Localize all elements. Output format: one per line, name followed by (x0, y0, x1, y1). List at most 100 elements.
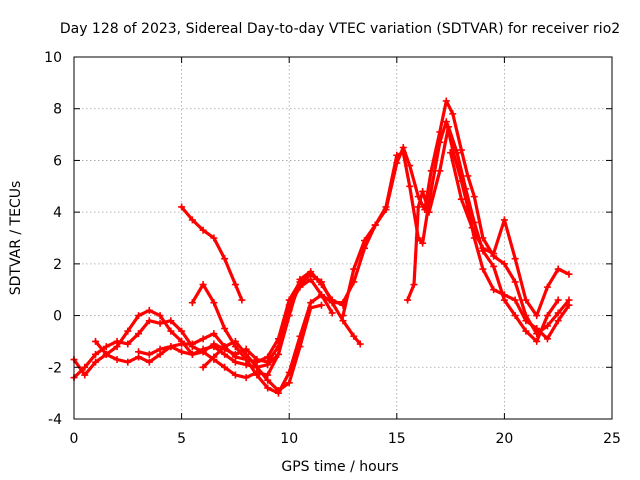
data-point-marker (457, 195, 465, 203)
data-point-marker (554, 309, 562, 317)
data-point-marker (135, 348, 143, 356)
data-point-marker (124, 358, 132, 366)
x-tick-label: 0 (70, 431, 79, 447)
data-point-marker (361, 237, 369, 245)
data-point-marker (442, 97, 450, 105)
data-point-marker (436, 167, 444, 175)
data-point-marker (124, 340, 132, 348)
y-tick-label: -4 (48, 412, 62, 428)
data-point-marker (124, 327, 132, 335)
data-point-marker (457, 146, 465, 154)
data-point-marker (178, 348, 186, 356)
data-point-marker (210, 299, 218, 307)
data-point-marker (145, 358, 153, 366)
data-point-marker (199, 348, 207, 356)
data-point-marker (296, 283, 304, 291)
data-point-marker (444, 123, 452, 131)
data-point-marker (81, 363, 89, 371)
data-point-marker (533, 312, 541, 320)
data-point-marker (210, 234, 218, 242)
data-point-marker (145, 350, 153, 358)
data-point-marker (328, 309, 336, 317)
data-point-marker (231, 350, 239, 358)
data-point-marker (500, 260, 508, 268)
x-axis-title: GPS time / hours (281, 459, 398, 475)
data-point-marker (156, 319, 164, 327)
data-point-marker (156, 312, 164, 320)
data-point-marker (274, 350, 282, 358)
data-point-marker (522, 327, 530, 335)
data-point-marker (188, 350, 196, 358)
data-point-marker (221, 255, 229, 263)
data-point-marker (419, 187, 427, 195)
data-point-marker (328, 299, 336, 307)
data-point-marker (468, 224, 476, 232)
data-point-marker (419, 239, 427, 247)
data-point-marker (470, 218, 478, 226)
data-point-marker (356, 340, 364, 348)
data-point-marker (490, 286, 498, 294)
data-point-marker (135, 330, 143, 338)
y-tick-label: 6 (53, 153, 62, 169)
data-point-marker (178, 340, 186, 348)
data-point-marker (479, 265, 487, 273)
data-point-marker (414, 203, 422, 211)
data-point-marker (113, 356, 121, 364)
data-point-marker (436, 138, 444, 146)
data-point-marker (253, 356, 261, 364)
data-point-marker (554, 265, 562, 273)
data-point-marker (178, 327, 186, 335)
data-point-marker (404, 296, 412, 304)
data-point-marker (410, 281, 418, 289)
data-point-marker (274, 387, 282, 395)
data-point-marker (178, 203, 186, 211)
data-point-marker (135, 312, 143, 320)
data-point-marker (167, 327, 175, 335)
data-point-marker (543, 335, 551, 343)
data-point-marker (188, 299, 196, 307)
data-point-marker (199, 281, 207, 289)
data-point-marker (565, 270, 573, 278)
data-point-marker (188, 216, 196, 224)
data-point-marker (425, 208, 433, 216)
data-point-marker (371, 221, 379, 229)
data-point-marker (317, 291, 325, 299)
data-point-marker (156, 345, 164, 353)
x-tick-label: 15 (388, 431, 406, 447)
data-point-marker (264, 376, 272, 384)
plot-frame (73, 56, 613, 420)
data-point-marker (317, 278, 325, 286)
data-point-marker (393, 151, 401, 159)
data-point-marker (210, 330, 218, 338)
data-point-marker (188, 340, 196, 348)
data-point-marker (511, 312, 519, 320)
data-point-marker (92, 337, 100, 345)
data-point-marker (102, 350, 110, 358)
axis-ticks: 0 5 10 15 20 25 -4 -2 0 2 4 6 8 10 (44, 50, 621, 447)
series-group (70, 97, 573, 397)
data-point-marker (511, 278, 519, 286)
data-point-marker (462, 185, 470, 193)
y-tick-label: -2 (48, 360, 62, 376)
data-point-marker (453, 149, 461, 157)
data-point-marker (102, 343, 110, 351)
data-point-marker (449, 110, 457, 118)
grid-lines (74, 57, 612, 419)
data-point-marker (565, 301, 573, 309)
series-line-sat-g (201, 303, 324, 393)
data-point-marker (543, 312, 551, 320)
y-axis-title: SDTVAR / TECUs (8, 181, 24, 296)
data-point-marker (210, 340, 218, 348)
data-point-marker (296, 343, 304, 351)
data-point-marker (339, 312, 347, 320)
y-tick-label: 4 (53, 205, 62, 221)
data-point-marker (490, 250, 498, 258)
y-tick-label: 10 (44, 50, 62, 66)
data-point-marker (253, 371, 261, 379)
data-point-marker (442, 118, 450, 126)
data-point-marker (221, 325, 229, 332)
data-point-marker (350, 332, 358, 340)
data-point-marker (113, 337, 121, 345)
data-point-marker (533, 337, 541, 345)
